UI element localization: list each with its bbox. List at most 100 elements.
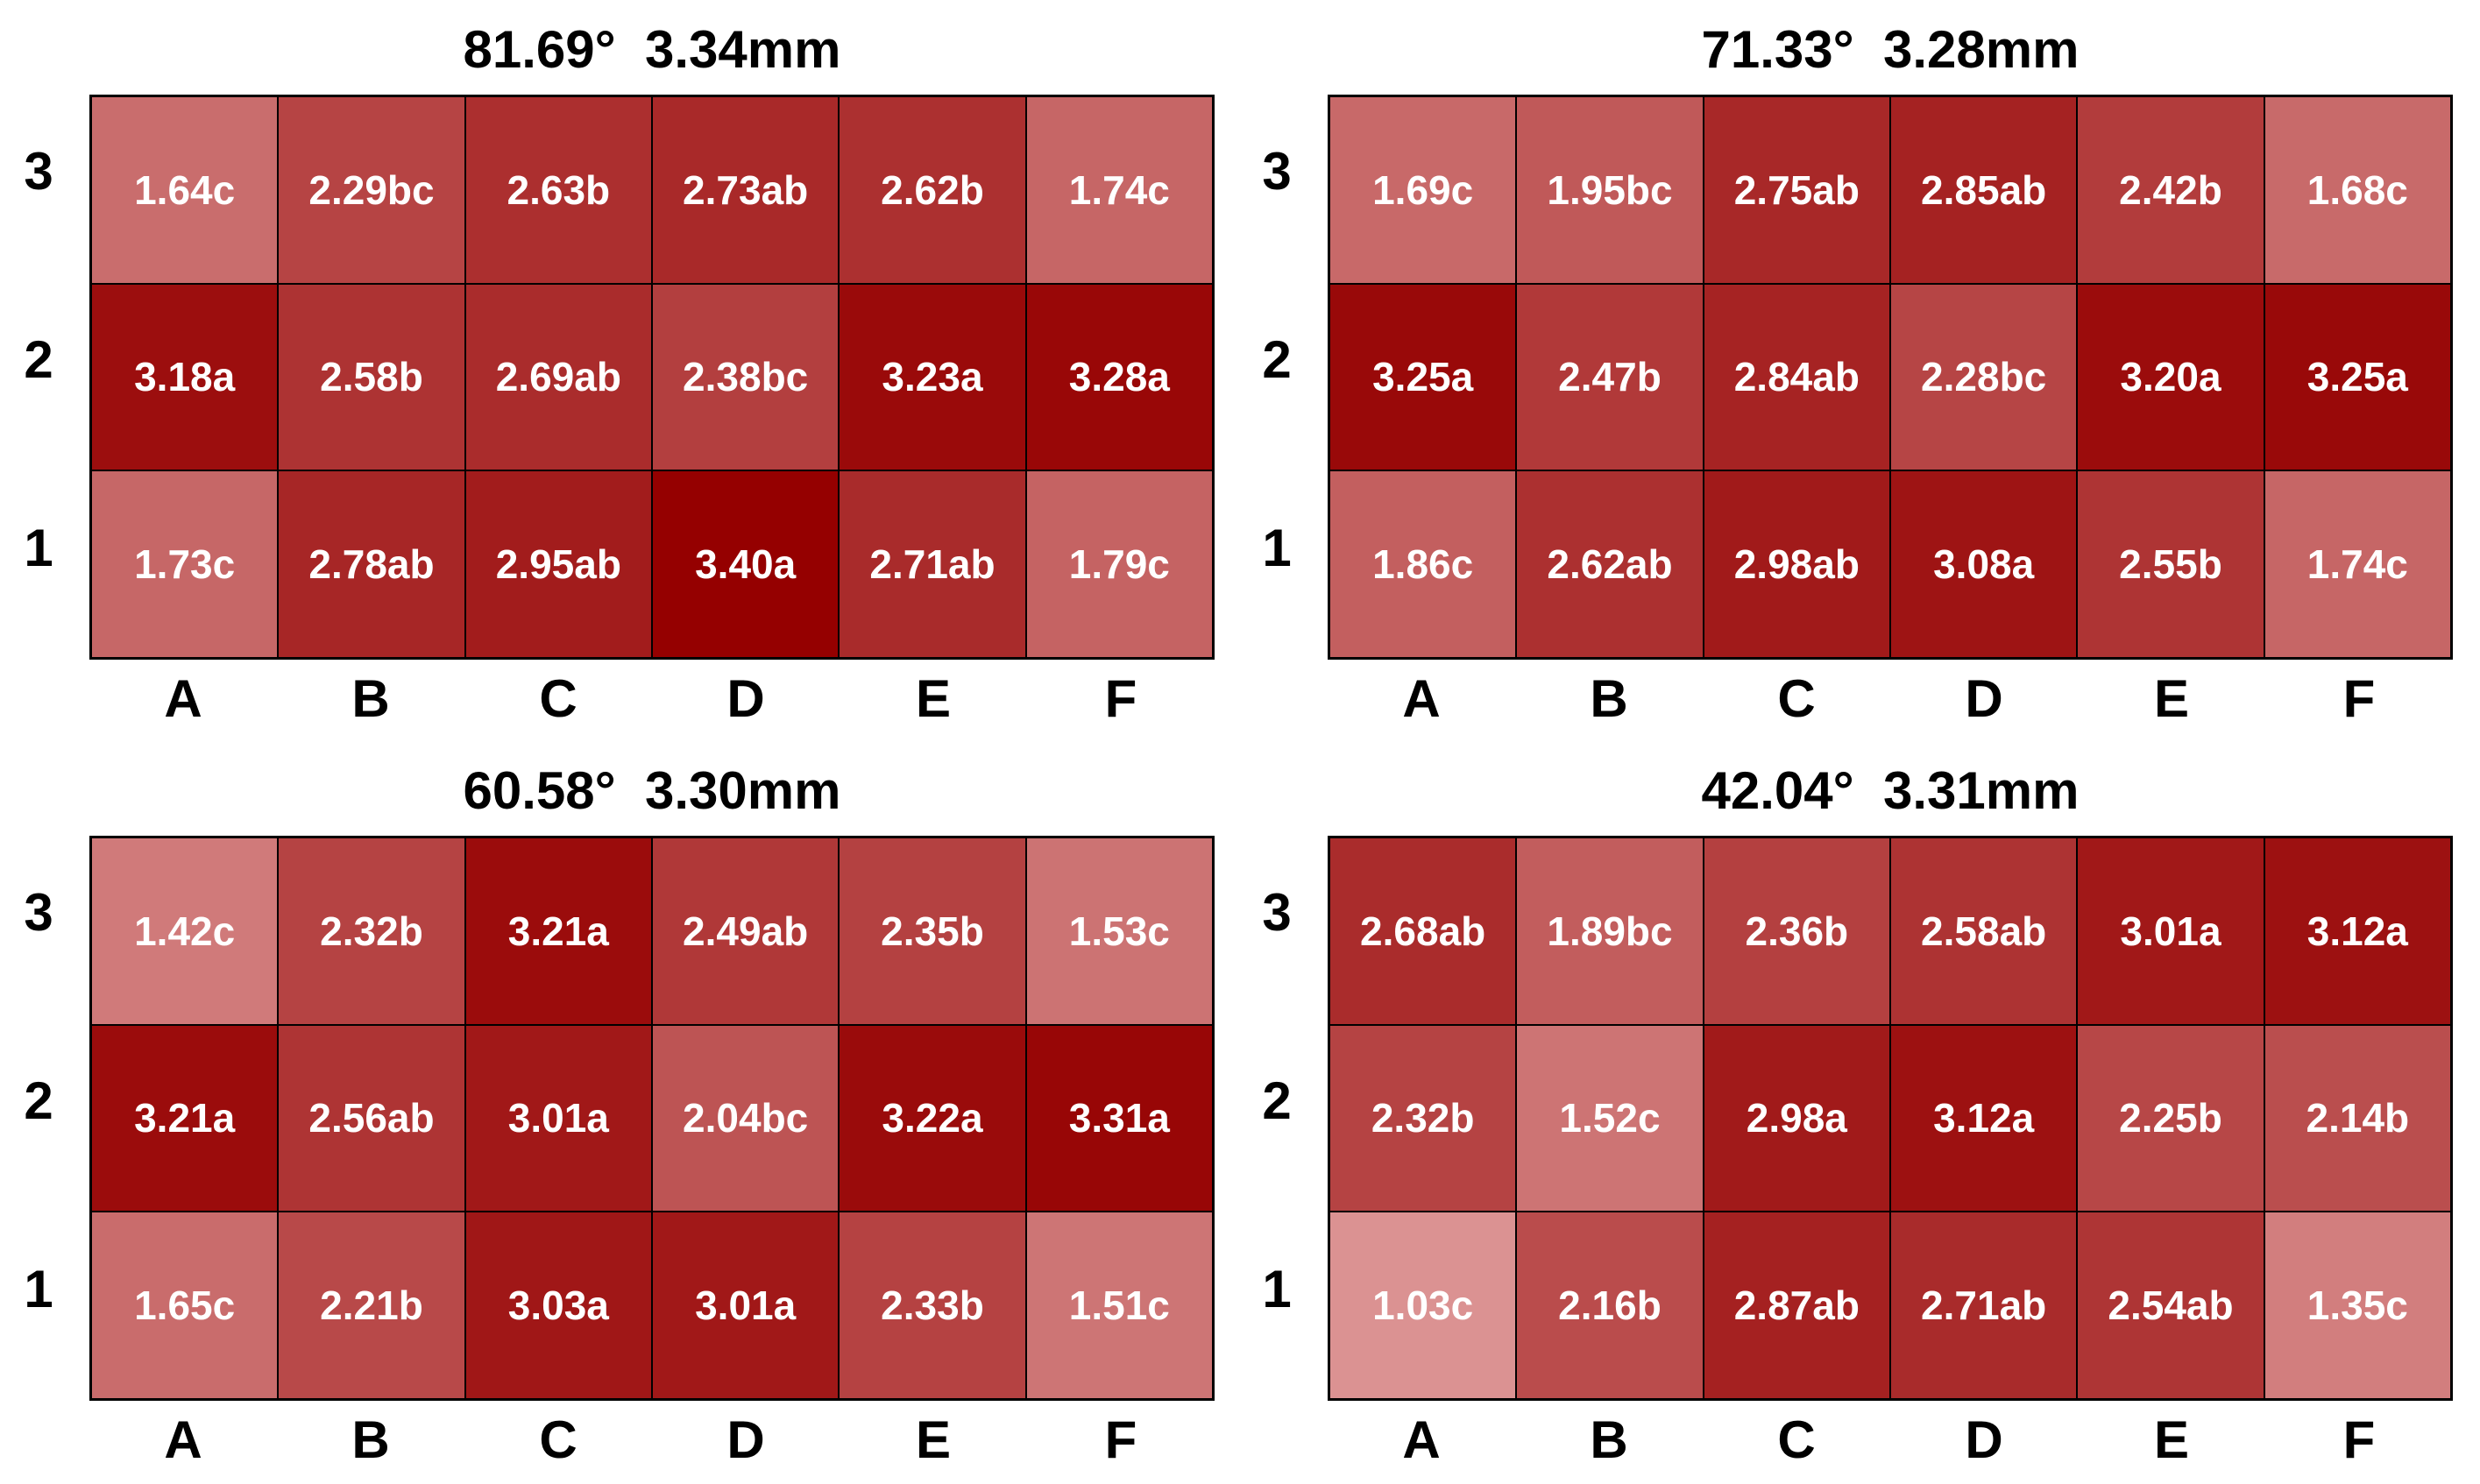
heatmap-cell: 1.65c: [91, 1212, 279, 1399]
heatmap-cell: 3.08a: [1889, 470, 2078, 658]
heatmap-cell: 2.55b: [2077, 470, 2264, 658]
heatmap-cell: 2.68ab: [1329, 837, 1517, 1025]
heatmap-cell: 3.01a: [2077, 837, 2264, 1025]
heatmap-cell: 2.95ab: [464, 470, 652, 658]
heatmap-cell: 2.62b: [839, 96, 1026, 284]
heatmap-cell: 2.69ab: [464, 283, 652, 471]
heatmap-cell: 3.31a: [1025, 1024, 1213, 1212]
x-tick-label: A: [164, 1410, 202, 1469]
heatmap-cell: 2.58ab: [1889, 837, 2078, 1025]
heatmap-cell: 3.22a: [839, 1024, 1026, 1212]
heatmap-cell: 1.79c: [1025, 470, 1213, 658]
x-tick-label: F: [1104, 1410, 1137, 1469]
heatmap-cell: 1.86c: [1329, 470, 1517, 658]
heatmap-cell: 3.12a: [2264, 837, 2451, 1025]
heatmap-cell: 1.03c: [1329, 1212, 1517, 1399]
heatmap-cell: 1.89bc: [1516, 837, 1704, 1025]
heatmap-cell: 1.73c: [91, 470, 279, 658]
y-tick-label: 1: [24, 1259, 53, 1318]
heatmap-cell: 2.16b: [1516, 1212, 1704, 1399]
heatmap-panel-3: 60.58° 3.30mm 1.42c 2.32b 3.21a 2.49ab 2.35b 1…: [0, 741, 1242, 1484]
x-tick-label: C: [1777, 1410, 1816, 1469]
heatmap-cell: 2.32b: [278, 837, 465, 1025]
x-tick-label: F: [1104, 669, 1137, 728]
heatmap-cell: 1.95bc: [1516, 96, 1704, 284]
heatmap-cell: 2.78ab: [278, 470, 465, 658]
heatmap-grid: 1.64c 2.29bc 2.63b 2.73ab 2.62b 1.74c 3.18a 2.5…: [89, 95, 1215, 660]
y-tick-label: 1: [1262, 1259, 1292, 1318]
x-tick-label: D: [726, 669, 765, 728]
x-tick-label: D: [726, 1410, 765, 1469]
heatmap-cell: 2.63b: [464, 96, 652, 284]
x-tick-label: B: [351, 669, 390, 728]
heatmap-cell: 1.35c: [2264, 1212, 2451, 1399]
y-tick-label: 3: [24, 141, 53, 201]
x-tick-label: A: [164, 669, 202, 728]
heatmap-cell: 2.84ab: [1703, 283, 1890, 471]
heatmap-cell: 2.33b: [839, 1212, 1026, 1399]
heatmap-cell: 3.01a: [651, 1212, 840, 1399]
heatmap-cell: 3.18a: [91, 283, 279, 471]
y-tick-label: 2: [1262, 1071, 1292, 1130]
heatmap-panel-4: 42.04° 3.31mm 2.68ab 1.89bc 2.36b 2.58ab 3.01…: [1238, 741, 2480, 1484]
x-tick-label: E: [915, 1410, 952, 1469]
heatmap-cell: 2.98a: [1703, 1024, 1890, 1212]
heatmap-cell: 2.71ab: [1889, 1212, 2078, 1399]
heatmap-grid: 2.68ab 1.89bc 2.36b 2.58ab 3.01a 3.12a 2.32b 1.…: [1328, 836, 2453, 1401]
y-tick-label: 3: [1262, 882, 1292, 942]
heatmap-cell: 2.56ab: [278, 1024, 465, 1212]
heatmap-cell: 1.74c: [1025, 96, 1213, 284]
heatmap-cell: 1.68c: [2264, 96, 2451, 284]
y-tick-label: 2: [1262, 329, 1292, 389]
panel-title: 71.33° 3.28mm: [1701, 20, 2080, 79]
heatmap-cell: 2.04bc: [651, 1024, 840, 1212]
heatmap-cell: 1.69c: [1329, 96, 1517, 284]
x-tick-label: E: [915, 669, 952, 728]
heatmap-cell: 1.53c: [1025, 837, 1213, 1025]
x-tick-label: D: [1965, 669, 2003, 728]
heatmap-cell: 2.32b: [1329, 1024, 1517, 1212]
heatmap-grid: 1.69c 1.95bc 2.75ab 2.85ab 2.42b 1.68c 3.25a 2.…: [1328, 95, 2453, 660]
heatmap-cell: 2.42b: [2077, 96, 2264, 284]
heatmap-cell: 2.25b: [2077, 1024, 2264, 1212]
heatmap-cell: 3.12a: [1889, 1024, 2078, 1212]
x-tick-label: A: [1402, 1410, 1441, 1469]
heatmap-cell: 3.40a: [651, 470, 840, 658]
heatmap-cell: 3.21a: [464, 837, 652, 1025]
heatmap-cell: 2.75ab: [1703, 96, 1890, 284]
heatmap-cell: 3.03a: [464, 1212, 652, 1399]
heatmap-cell: 3.23a: [839, 283, 1026, 471]
heatmap-cell: 2.73ab: [651, 96, 840, 284]
heatmap-cell: 2.98ab: [1703, 470, 1890, 658]
heatmap-cell: 1.74c: [2264, 470, 2451, 658]
heatmap-cell: 2.58b: [278, 283, 465, 471]
heatmap-cell: 1.52c: [1516, 1024, 1704, 1212]
heatmap-cell: 2.47b: [1516, 283, 1704, 471]
heatmap-panel-1: 81.69° 3.34mm 1.64c 2.29bc 2.63b 2.73ab 2.62b…: [0, 0, 1242, 743]
y-tick-label: 1: [1262, 518, 1292, 577]
y-tick-label: 2: [24, 1071, 53, 1130]
x-tick-label: C: [539, 1410, 577, 1469]
heatmap-cell: 3.28a: [1025, 283, 1213, 471]
panel-title: 81.69° 3.34mm: [463, 20, 841, 79]
heatmap-cell: 2.54ab: [2077, 1212, 2264, 1399]
x-tick-label: C: [539, 669, 577, 728]
y-tick-label: 3: [24, 882, 53, 942]
heatmap-panel-2: 71.33° 3.28mm 1.69c 1.95bc 2.75ab 2.85ab 2.42…: [1238, 0, 2480, 743]
heatmap-cell: 3.01a: [464, 1024, 652, 1212]
heatmap-cell: 2.62ab: [1516, 470, 1704, 658]
heatmap-grid: 1.42c 2.32b 3.21a 2.49ab 2.35b 1.53c 3.21a 2.56…: [89, 836, 1215, 1401]
heatmap-cell: 2.29bc: [278, 96, 465, 284]
heatmap-cell: 3.21a: [91, 1024, 279, 1212]
x-tick-label: D: [1965, 1410, 2003, 1469]
heatmap-cell: 2.38bc: [651, 283, 840, 471]
heatmap-cell: 2.28bc: [1889, 283, 2078, 471]
x-tick-label: A: [1402, 669, 1441, 728]
panel-title: 60.58° 3.30mm: [463, 761, 841, 820]
heatmap-cell: 2.21b: [278, 1212, 465, 1399]
heatmap-cell: 1.42c: [91, 837, 279, 1025]
heatmap-cell: 2.36b: [1703, 837, 1890, 1025]
heatmap-cell: 1.64c: [91, 96, 279, 284]
x-tick-label: F: [2342, 1410, 2376, 1469]
heatmap-cell: 3.25a: [2264, 283, 2451, 471]
